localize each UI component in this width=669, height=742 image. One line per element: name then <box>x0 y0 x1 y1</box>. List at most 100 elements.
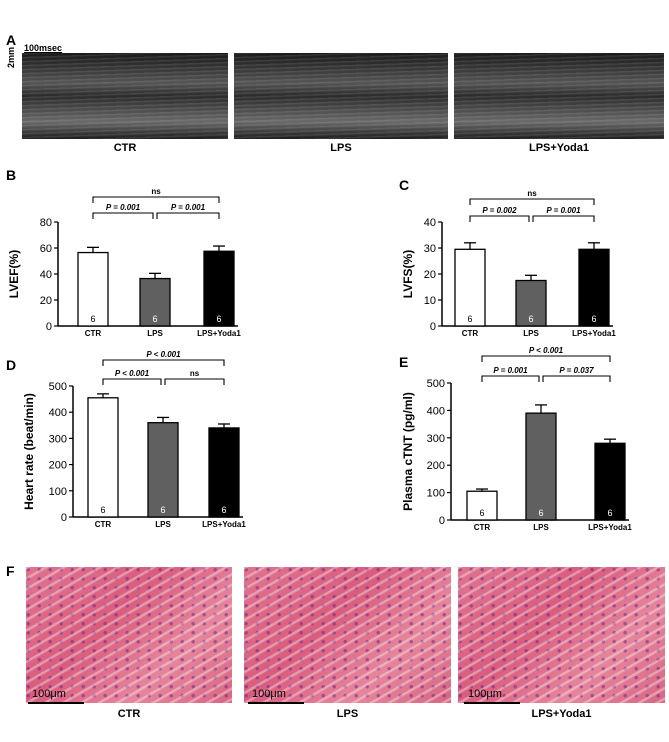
n-label-e-1: 6 <box>538 508 543 518</box>
y-tick-label-d: 0 <box>61 512 67 524</box>
n-label-d-0: 6 <box>100 505 105 515</box>
category-label-e-2: LPS+Yoda1 <box>588 523 632 532</box>
n-label-b-2: 6 <box>216 314 221 324</box>
bar-e-1 <box>525 412 557 521</box>
histology-image-ctr <box>26 567 232 703</box>
comparison-label-d-1: ns <box>190 369 200 378</box>
comparison-bracket-e-1 <box>542 375 611 382</box>
panel-letter-d: D <box>6 357 16 373</box>
histology-image-lps-yoda1 <box>458 567 665 703</box>
echo-label-lps: LPS <box>330 142 352 154</box>
time-scale-label: 100msec <box>24 43 63 53</box>
category-label-d-1: LPS <box>155 520 171 529</box>
comparison-bracket-d-1 <box>164 378 225 385</box>
n-label-d-2: 6 <box>221 505 226 515</box>
category-label-e-0: CTR <box>474 523 491 532</box>
y-tick-label-b: 0 <box>46 321 52 333</box>
bar-b-0 <box>77 251 109 327</box>
panel-letter-c: C <box>399 177 409 193</box>
comparison-label-b-1: P = 0.001 <box>171 203 206 212</box>
y-tick-label-c: 20 <box>424 269 436 281</box>
bar-d-1 <box>147 422 179 518</box>
panel-letter-a: A <box>6 32 17 48</box>
histology-label-lps: LPS <box>336 708 359 720</box>
n-label-b-1: 6 <box>152 314 157 324</box>
scale-bar-line-lps-yoda1 <box>464 702 520 704</box>
y-tick-label-b: 40 <box>40 269 52 281</box>
n-label-e-2: 6 <box>607 508 612 518</box>
histology-label-ctr: CTR <box>117 708 141 720</box>
scale-bar-line-lps <box>248 702 304 704</box>
comparison-bracket-b-1 <box>156 212 220 219</box>
n-label-b-0: 6 <box>90 314 95 324</box>
category-label-e-1: LPS <box>533 523 549 532</box>
comparison-bracket-e-0 <box>481 375 540 382</box>
bar-d-2 <box>208 427 240 518</box>
y-tick-label-d: 300 <box>49 433 67 445</box>
category-label-b-2: LPS+Yoda1 <box>197 329 241 338</box>
comparison-label-b-2: ns <box>151 187 161 196</box>
category-label-c-1: LPS <box>523 329 539 338</box>
echo-label-lps-yoda1: LPS+Yoda1 <box>528 142 589 154</box>
y-tick-label-d: 200 <box>49 460 67 472</box>
category-label-d-0: CTR <box>95 520 112 529</box>
bar-e-2 <box>594 442 626 521</box>
category-label-b-0: CTR <box>85 329 102 338</box>
y-tick-label-d: 400 <box>49 407 67 419</box>
category-label-b-1: LPS <box>147 329 163 338</box>
y-tick-label-e: 300 <box>427 433 445 445</box>
comparison-label-d-0: P < 0.001 <box>115 369 150 378</box>
scale-bar-line-ctr <box>28 702 84 704</box>
y-tick-label-c: 30 <box>424 243 436 255</box>
comparison-bracket-e-2 <box>481 355 611 362</box>
bar-c-2 <box>578 248 610 327</box>
n-label-d-1: 6 <box>160 505 165 515</box>
panel-letter-f: F <box>6 563 15 579</box>
bar-d-0 <box>87 397 119 518</box>
comparison-bracket-d-0 <box>102 378 162 385</box>
echo-image-lps-yoda1 <box>454 53 664 139</box>
n-label-c-2: 6 <box>591 314 596 324</box>
n-label-e-0: 6 <box>479 508 484 518</box>
y-tick-label-c: 40 <box>424 217 436 229</box>
category-label-c-0: CTR <box>462 329 479 338</box>
comparison-bracket-c-0 <box>469 215 530 222</box>
panel-letter-b: B <box>6 167 16 183</box>
comparison-label-c-0: P = 0.002 <box>482 206 517 215</box>
y-tick-label-c: 0 <box>430 321 436 333</box>
comparison-label-e-0: P = 0.001 <box>493 366 528 375</box>
y-tick-label-d: 500 <box>49 381 67 393</box>
y-tick-label-e: 100 <box>427 488 445 500</box>
y-axis-label-b: LVEF(%) <box>7 250 21 298</box>
y-tick-label-d: 100 <box>49 486 67 498</box>
category-label-c-2: LPS+Yoda1 <box>572 329 616 338</box>
y-tick-label-e: 500 <box>427 378 445 390</box>
comparison-bracket-b-2 <box>92 196 220 203</box>
y-axis-label-d: Heart rate (beat/min) <box>22 393 36 510</box>
y-tick-label-b: 20 <box>40 295 52 307</box>
n-label-c-1: 6 <box>528 314 533 324</box>
echo-image-ctr <box>22 53 228 139</box>
bar-b-1 <box>139 277 171 327</box>
y-axis-label-e: Plasma cTNT (pg/ml) <box>401 392 415 511</box>
comparison-label-d-2: P < 0.001 <box>146 350 181 359</box>
n-label-c-0: 6 <box>467 314 472 324</box>
comparison-bracket-c-2 <box>469 198 595 205</box>
echo-image-lps <box>234 53 448 139</box>
panel-letter-e: E <box>399 354 408 370</box>
bar-c-1 <box>515 279 547 327</box>
bar-c-0 <box>454 248 486 327</box>
histology-image-lps <box>244 567 451 703</box>
bar-b-2 <box>203 250 235 327</box>
y-tick-label-c: 10 <box>424 295 436 307</box>
comparison-bracket-b-0 <box>92 212 154 219</box>
y-tick-label-e: 0 <box>439 515 445 527</box>
category-label-d-2: LPS+Yoda1 <box>202 520 246 529</box>
y-axis-label-c: LVFS(%) <box>401 250 415 298</box>
y-tick-label-b: 80 <box>40 217 52 229</box>
comparison-label-e-2: P < 0.001 <box>529 346 564 355</box>
echo-label-ctr: CTR <box>113 142 137 154</box>
comparison-label-b-0: P = 0.001 <box>106 203 141 212</box>
scale-bar-lps-yoda1: 100μm <box>468 688 502 700</box>
